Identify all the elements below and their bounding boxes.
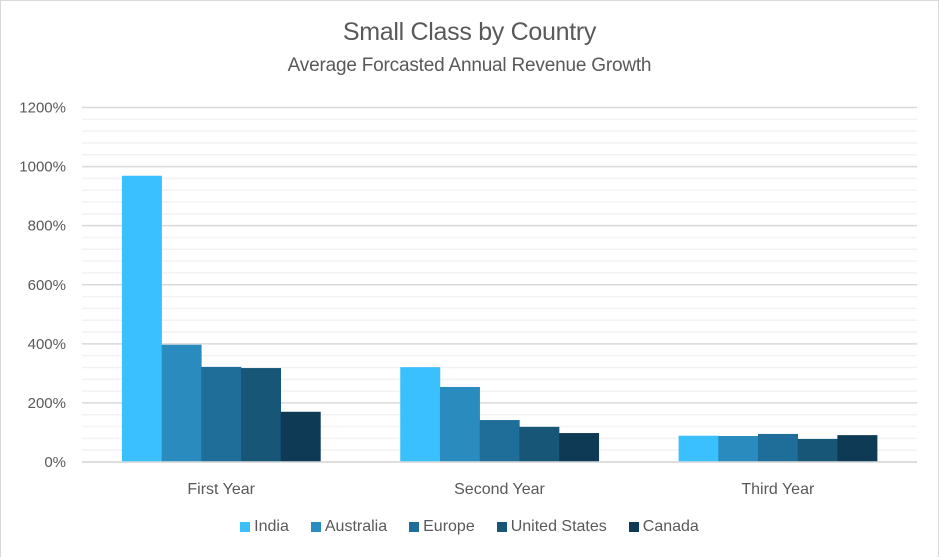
x-axis-labels: First Year Second Year Third Year (187, 481, 815, 498)
bar-australia-second-year (439, 386, 480, 462)
legend-item-india: India (240, 518, 289, 536)
bar-united-states-second-year (519, 426, 560, 462)
legend-item-australia: Australia (310, 518, 388, 536)
bar-canada-second-year (559, 433, 600, 462)
legend-label: Canada (642, 518, 699, 535)
y-tick-label: 200% (28, 395, 66, 412)
chart-subtitle: Average Forcasted Annual Revenue Growth (287, 55, 652, 76)
y-tick-label: 1000% (19, 159, 66, 176)
legend-label: India (254, 518, 289, 535)
bar-europe-first-year (201, 366, 242, 462)
legend: India Australia Europe United States Canada (0, 518, 939, 536)
legend-swatch (409, 522, 420, 532)
y-tick-label: 600% (28, 277, 66, 294)
chart-title: Small Class by Country (342, 18, 597, 46)
legend-swatch (310, 522, 321, 532)
y-tick-label: 0% (44, 454, 66, 471)
bar-india-third-year (678, 435, 719, 462)
legend-swatch (496, 522, 507, 532)
x-tick-label: Second Year (454, 481, 545, 498)
y-axis-ticks: 0% 200% 400% 600% 800% 1000% 1200% (19, 100, 66, 472)
bar-europe-second-year (479, 420, 520, 462)
y-tick-label: 800% (28, 218, 66, 235)
legend-item-canada: Canada (628, 518, 699, 536)
bar-australia-third-year (718, 436, 759, 462)
bar-canada-third-year (837, 435, 878, 462)
bar-canada-first-year (280, 411, 321, 462)
bars (82, 175, 917, 463)
bar-united-states-first-year (241, 368, 282, 462)
x-tick-label: First Year (187, 481, 255, 498)
legend-label: United States (510, 518, 607, 535)
legend-swatch (628, 522, 639, 532)
legend-item-united-states: United States (496, 518, 607, 536)
bar-india-second-year (400, 367, 441, 462)
legend-label: Australia (324, 518, 388, 535)
bar-india-first-year (121, 175, 162, 462)
bar-united-states-third-year (797, 438, 838, 462)
x-tick-label: Third Year (741, 481, 815, 498)
y-tick-label: 1200% (19, 100, 66, 117)
legend-item-europe: Europe (409, 518, 475, 536)
legend-swatch (240, 522, 251, 532)
y-tick-label: 400% (28, 336, 66, 353)
legend-label: Europe (423, 518, 475, 535)
bar-australia-first-year (161, 344, 202, 462)
bar-europe-third-year (757, 433, 798, 462)
